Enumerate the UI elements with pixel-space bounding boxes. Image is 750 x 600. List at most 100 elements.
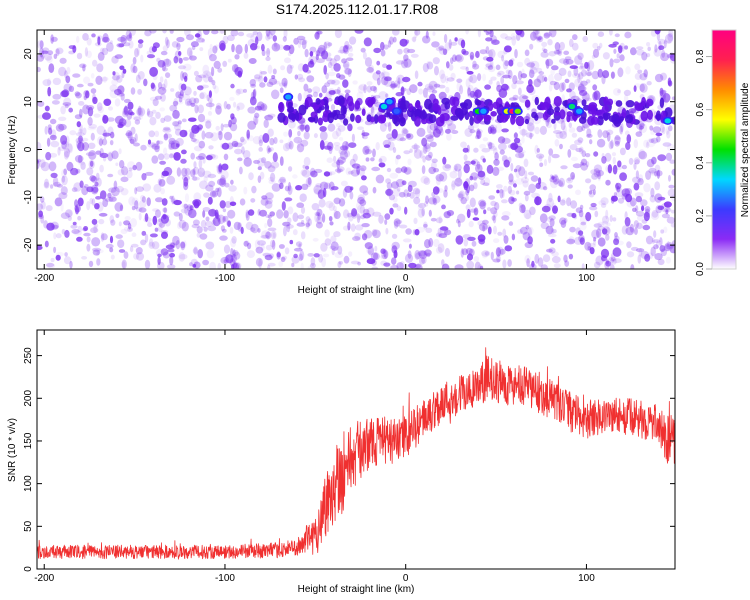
heatmap-noise-cell bbox=[96, 258, 101, 266]
heatmap-noise-cell bbox=[392, 36, 397, 43]
heatmap-noise-cell bbox=[217, 67, 223, 73]
heatmap-noise-cell bbox=[344, 89, 351, 94]
heatmap-noise-cell bbox=[364, 120, 373, 126]
heatmap-noise-cell bbox=[173, 199, 182, 206]
heatmap-noise-cell bbox=[184, 30, 191, 37]
heatmap-noise-cell bbox=[383, 77, 393, 87]
heatmap-noise-cell bbox=[280, 65, 286, 71]
heatmap-noise-cell bbox=[176, 43, 181, 48]
heatmap-noise-cell bbox=[332, 89, 341, 95]
heatmap-noise-cell bbox=[254, 73, 263, 79]
heatmap-noise-cell bbox=[637, 178, 644, 186]
heatmap-noise-cell bbox=[68, 107, 73, 113]
heatmap-noise-cell bbox=[373, 47, 382, 54]
heatmap-noise-cell bbox=[191, 176, 200, 181]
heatmap-noise-cell bbox=[174, 128, 182, 136]
heatmap-noise-cell bbox=[643, 139, 649, 148]
heatmap-noise-cell bbox=[122, 68, 127, 74]
heatmap-noise-cell bbox=[343, 255, 350, 264]
heatmap-noise-cell bbox=[485, 31, 490, 36]
heatmap-noise-cell bbox=[74, 91, 81, 97]
heatmap-noise-cell bbox=[314, 213, 320, 223]
heatmap-noise-cell bbox=[337, 156, 346, 164]
heatmap-noise-cell bbox=[132, 56, 137, 65]
heatmap-noise-cell bbox=[72, 73, 81, 78]
heatmap-noise-cell bbox=[377, 215, 385, 224]
heatmap-noise-cell bbox=[329, 221, 334, 226]
heatmap-noise-cell bbox=[548, 148, 554, 156]
heatmap-noise-cell bbox=[61, 140, 67, 150]
heatmap-ridge-cell bbox=[307, 116, 316, 122]
heatmap-ridge-cell bbox=[384, 112, 391, 118]
heatmap-noise-cell bbox=[538, 35, 544, 43]
heatmap-noise-cell bbox=[96, 249, 104, 254]
heatmap-noise-cell bbox=[126, 34, 133, 42]
heatmap-noise-cell bbox=[206, 249, 215, 259]
heatmap-noise-cell bbox=[270, 172, 276, 183]
heatmap-noise-cell bbox=[287, 217, 292, 224]
heatmap-noise-cell bbox=[110, 131, 115, 139]
heatmap-noise-cell bbox=[78, 139, 85, 144]
heatmap-noise-cell bbox=[160, 230, 169, 234]
heatmap-noise-cell bbox=[203, 30, 210, 35]
heatmap-noise-cell bbox=[649, 170, 656, 176]
heatmap-noise-cell bbox=[202, 259, 210, 266]
heatmap-noise-cell bbox=[227, 58, 232, 63]
heatmap-noise-cell bbox=[68, 50, 75, 55]
heatmap-noise-cell bbox=[267, 227, 277, 232]
heatmap-noise-cell bbox=[78, 135, 83, 143]
heatmap-noise-cell bbox=[554, 178, 561, 184]
heatmap-noise-cell bbox=[67, 211, 73, 219]
heatmap-noise-cell bbox=[258, 75, 264, 84]
heatmap-noise-cell bbox=[560, 165, 568, 170]
snr-x-axis-label: Height of straight line (km) bbox=[298, 584, 415, 595]
heatmap-noise-cell bbox=[575, 207, 583, 214]
heatmap-noise-cell bbox=[296, 35, 306, 41]
heatmap-noise-cell bbox=[155, 209, 161, 218]
heatmap-noise-cell bbox=[208, 145, 214, 150]
heatmap-noise-cell bbox=[471, 158, 479, 166]
heatmap-noise-cell bbox=[334, 251, 344, 259]
heatmap-noise-cell bbox=[454, 264, 464, 269]
heatmap-noise-cell bbox=[333, 231, 341, 238]
heatmap-noise-cell bbox=[331, 248, 335, 256]
heatmap-noise-cell bbox=[508, 189, 516, 196]
heatmap-noise-cell bbox=[535, 195, 540, 206]
heatmap-noise-cell bbox=[565, 177, 574, 184]
heatmap-noise-cell bbox=[656, 240, 660, 249]
heatmap-noise-cell bbox=[441, 263, 450, 269]
heatmap-noise-cell bbox=[477, 30, 481, 38]
heatmap-noise-cell bbox=[492, 214, 497, 224]
heatmap-noise-cell bbox=[367, 250, 372, 255]
heatmap-noise-cell bbox=[196, 37, 205, 43]
heatmap-noise-cell bbox=[644, 253, 651, 262]
heatmap-noise-cell bbox=[311, 203, 320, 211]
heatmap-noise-cell bbox=[249, 79, 256, 87]
heatmap-noise-cell bbox=[364, 242, 373, 250]
heatmap-noise-cell bbox=[593, 236, 597, 242]
heatmap-noise-cell bbox=[328, 202, 335, 212]
heatmap-noise-cell bbox=[416, 127, 426, 137]
heatmap-noise-cell bbox=[333, 63, 341, 72]
heatmap-noise-cell bbox=[215, 187, 220, 193]
heatmap-noise-cell bbox=[268, 176, 274, 182]
heatmap-noise-cell bbox=[522, 95, 529, 100]
heatmap-noise-cell bbox=[580, 221, 587, 226]
heatmap-noise-cell bbox=[223, 259, 228, 263]
heatmap-noise-cell bbox=[43, 181, 50, 189]
heatmap-noise-cell bbox=[58, 146, 66, 152]
heatmap-noise-cell bbox=[87, 126, 97, 131]
heatmap-noise-cell bbox=[500, 76, 505, 85]
heatmap-noise-cell bbox=[149, 233, 158, 238]
heatmap-noise-cell bbox=[631, 176, 641, 184]
heatmap-noise-cell bbox=[82, 104, 90, 115]
heatmap-noise-cell bbox=[137, 107, 143, 116]
heatmap-noise-cell bbox=[300, 262, 304, 269]
heatmap-noise-cell bbox=[661, 213, 671, 219]
heatmap-noise-cell bbox=[232, 250, 239, 257]
heatmap-noise-cell bbox=[219, 177, 227, 188]
heatmap-noise-cell bbox=[155, 111, 161, 119]
heatmap-noise-cell bbox=[376, 60, 381, 66]
heatmap-noise-cell bbox=[50, 129, 57, 139]
heatmap-noise-cell bbox=[222, 123, 230, 128]
